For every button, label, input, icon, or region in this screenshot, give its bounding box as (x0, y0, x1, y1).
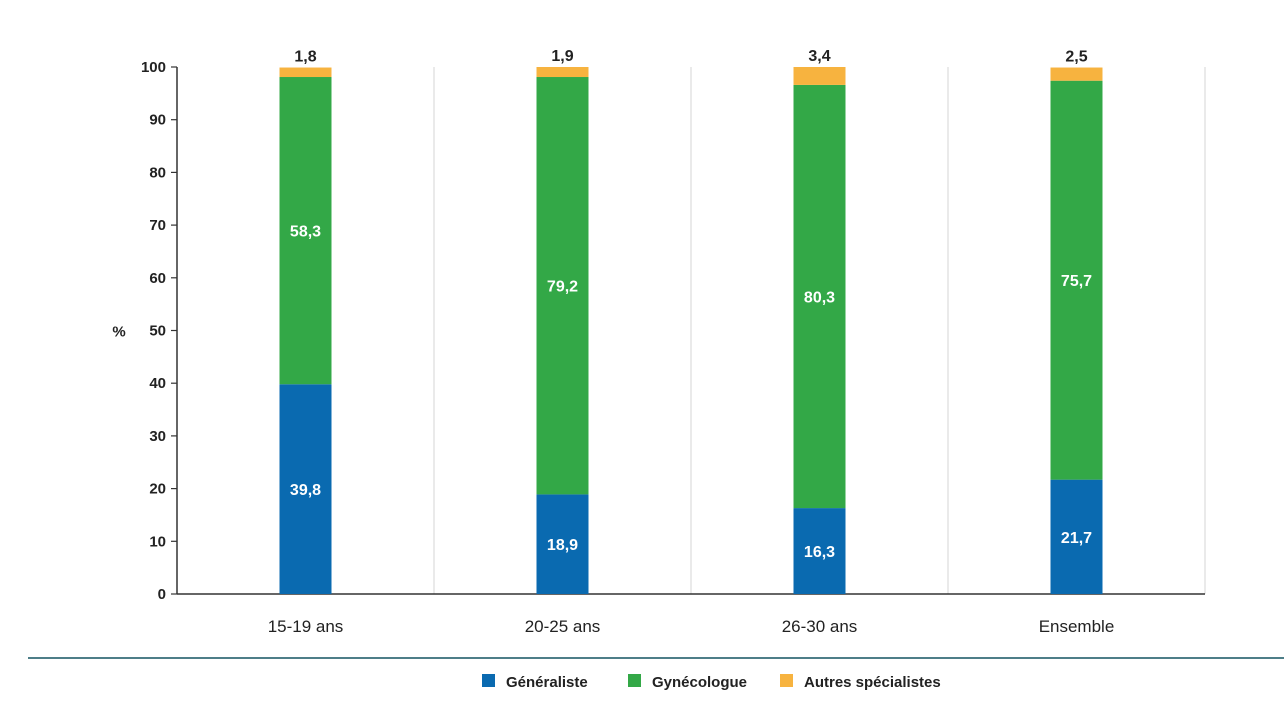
bar-value-label: 2,5 (1065, 49, 1087, 66)
bar-segment (279, 67, 332, 78)
legend-label: Généraliste (506, 674, 588, 691)
y-tick-label: 90 (149, 112, 166, 129)
x-category-label: 26-30 ans (782, 617, 858, 636)
y-tick-label: 10 (149, 533, 166, 550)
category-separators (433, 67, 1206, 594)
y-tick-label: 50 (149, 323, 166, 340)
y-tick-label: 100 (141, 59, 166, 76)
y-tick-label: 80 (149, 164, 166, 181)
bar-value-label: 18,9 (547, 537, 578, 554)
bar-value-label: 39,8 (290, 482, 321, 499)
bar-value-label: 3,4 (808, 48, 830, 65)
bar-segment (1050, 479, 1103, 594)
y-axis-ticks: 0 10 20 30 40 50 60 70 80 90 100 (141, 59, 177, 603)
bar-segment (793, 67, 846, 85)
y-tick-label: 20 (149, 481, 166, 498)
bar-segment (536, 494, 589, 594)
bar-value-label: 79,2 (547, 279, 578, 296)
bar-value-label: 16,3 (804, 544, 835, 561)
legend-swatch (780, 674, 793, 687)
legend: Généraliste Gynécologue Autres spécialiste… (482, 674, 941, 691)
bar-segment (536, 77, 589, 495)
bars: 39,8 58,3 1,8 18,9 79,2 1,9 16,3 80,3 3,4 21,7 75,… (279, 48, 1103, 594)
y-tick-label: 60 (149, 270, 166, 287)
y-tick-label: 70 (149, 217, 166, 234)
y-tick-label: 30 (149, 428, 166, 445)
bar-value-label: 1,8 (294, 49, 316, 66)
bar-segment (1050, 67, 1103, 81)
bar-value-label: 1,9 (551, 48, 573, 65)
bar-segment (793, 84, 846, 509)
bar-segment (793, 508, 846, 594)
x-category-label: 15-19 ans (268, 617, 344, 636)
bar-segment (279, 77, 332, 385)
legend-label: Gynécologue (652, 674, 747, 691)
bar-segment (279, 384, 332, 594)
y-tick-label: 40 (149, 375, 166, 392)
bar-value-label: 58,3 (290, 224, 321, 241)
bar-value-label: 80,3 (804, 290, 835, 307)
legend-label: Autres spécialistes (804, 674, 941, 691)
bar-value-label: 21,7 (1061, 530, 1092, 547)
bar-segment (536, 67, 589, 78)
x-category-label: Ensemble (1039, 617, 1115, 636)
y-axis-label: % (112, 324, 125, 341)
x-axis-labels: 15-19 ans 20-25 ans 26-30 ans Ensemble (268, 617, 1115, 636)
legend-swatch (482, 674, 495, 687)
x-category-label: 20-25 ans (525, 617, 601, 636)
y-tick-label: 0 (158, 586, 166, 603)
bar-segment (1050, 80, 1103, 480)
legend-swatch (628, 674, 641, 687)
bar-value-label: 75,7 (1061, 273, 1092, 290)
